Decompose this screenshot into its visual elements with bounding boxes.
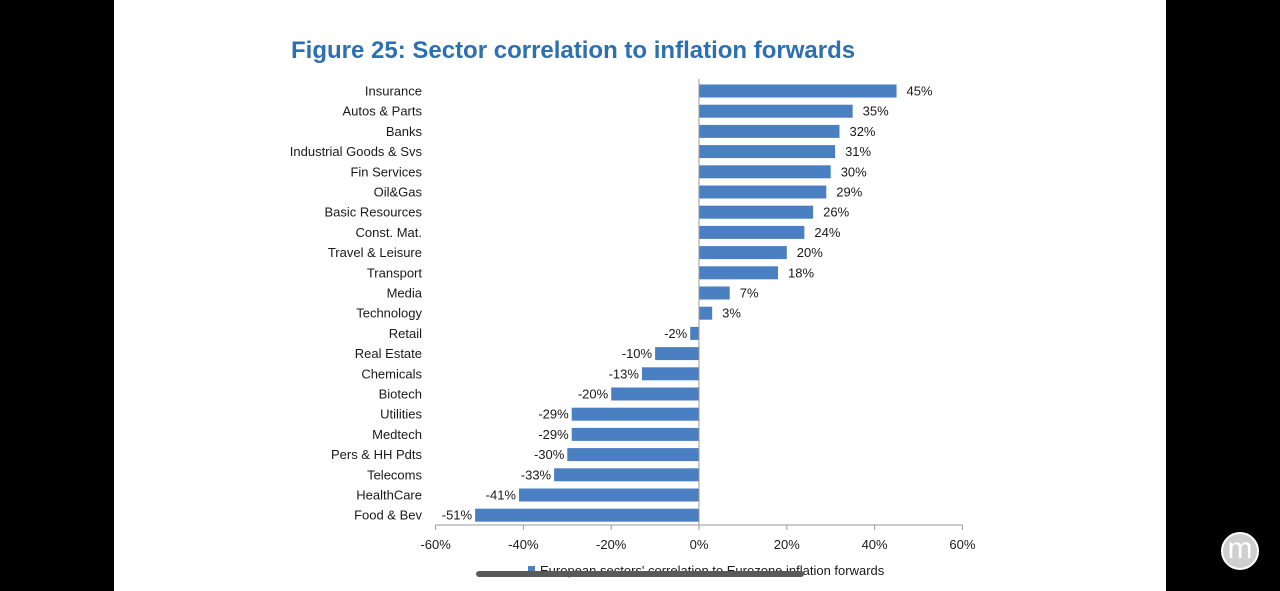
- legend-swatch: [528, 566, 535, 573]
- value-label: -30%: [534, 447, 565, 462]
- value-label: 35%: [863, 104, 889, 119]
- chart-title: Figure 25: Sector correlation to inflati…: [291, 37, 855, 64]
- value-label: 31%: [845, 144, 871, 159]
- bar: [699, 225, 805, 239]
- bar: [655, 347, 699, 361]
- bar: [475, 508, 699, 522]
- value-label: -13%: [609, 366, 640, 381]
- category-label: Utilities: [380, 407, 422, 422]
- bar: [699, 185, 827, 199]
- bar: [571, 407, 699, 421]
- value-label: 45%: [907, 84, 933, 99]
- category-label: Industrial Goods & Svs: [290, 144, 423, 159]
- category-label: Telecoms: [367, 467, 422, 482]
- value-label: 3%: [722, 306, 741, 321]
- value-label: -51%: [442, 508, 473, 523]
- category-label: Real Estate: [355, 346, 422, 361]
- category-label: HealthCare: [356, 488, 422, 503]
- bars-group: Insurance 45% Autos & Parts 35% Banks 32% Indu…: [290, 84, 933, 523]
- x-tick-label: 0%: [690, 537, 709, 552]
- value-label: 30%: [841, 164, 867, 179]
- value-label: -20%: [578, 387, 609, 402]
- value-label: -29%: [538, 407, 569, 422]
- category-label: Autos & Parts: [343, 104, 423, 119]
- bar: [699, 286, 730, 300]
- bar: [519, 488, 699, 502]
- value-label: 7%: [740, 286, 759, 301]
- value-label: 18%: [788, 265, 814, 280]
- value-label: -33%: [521, 467, 552, 482]
- bar: [699, 145, 836, 159]
- category-label: Insurance: [365, 84, 422, 99]
- category-label: Food & Bev: [354, 508, 422, 523]
- bar: [690, 326, 699, 340]
- category-label: Banks: [386, 124, 423, 139]
- value-label: -2%: [664, 326, 688, 341]
- slide: Figure 25: Sector correlation to inflati…: [114, 0, 1166, 591]
- value-label: -41%: [486, 488, 517, 503]
- bar: [699, 266, 779, 280]
- category-label: Travel & Leisure: [328, 245, 422, 260]
- bar: [641, 367, 699, 381]
- bar: [554, 468, 699, 482]
- bar: [567, 448, 699, 462]
- bar: [699, 165, 831, 179]
- value-label: 24%: [814, 225, 840, 240]
- bar: [699, 124, 840, 138]
- bar: [699, 104, 853, 118]
- x-axis: -60% -40% -20% 0% 20% 40% 60%: [420, 79, 976, 552]
- scroll-indicator[interactable]: [476, 571, 804, 577]
- bar: [699, 246, 787, 260]
- x-tick-label: -40%: [508, 537, 539, 552]
- category-label: Fin Services: [350, 164, 422, 179]
- x-tick-label: -20%: [596, 537, 627, 552]
- value-label: -29%: [538, 427, 569, 442]
- category-label: Transport: [367, 265, 423, 280]
- category-label: Biotech: [379, 387, 422, 402]
- x-tick-label: 20%: [774, 537, 800, 552]
- bar-chart: Figure 25: Sector correlation to inflati…: [290, 37, 976, 578]
- value-label: -10%: [622, 346, 653, 361]
- bar: [699, 84, 897, 98]
- m-logo-icon[interactable]: m: [1221, 532, 1259, 570]
- category-label: Basic Resources: [324, 205, 422, 220]
- category-label: Const. Mat.: [356, 225, 422, 240]
- value-label: 26%: [823, 205, 849, 220]
- bar: [699, 306, 713, 320]
- category-label: Pers & HH Pdts: [331, 447, 423, 462]
- bar: [699, 205, 814, 219]
- x-tick-label: -60%: [420, 537, 451, 552]
- bar: [571, 427, 699, 441]
- category-label: Chemicals: [361, 366, 422, 381]
- category-label: Oil&Gas: [374, 185, 423, 200]
- value-label: 29%: [836, 185, 862, 200]
- bar: [611, 387, 699, 401]
- category-label: Medtech: [372, 427, 422, 442]
- logo-letter: m: [1227, 532, 1253, 565]
- category-label: Retail: [389, 326, 422, 341]
- category-label: Media: [387, 286, 423, 301]
- value-label: 20%: [797, 245, 823, 260]
- category-label: Technology: [356, 306, 422, 321]
- x-tick-label: 40%: [862, 537, 888, 552]
- x-tick-label: 60%: [949, 537, 975, 552]
- value-label: 32%: [849, 124, 875, 139]
